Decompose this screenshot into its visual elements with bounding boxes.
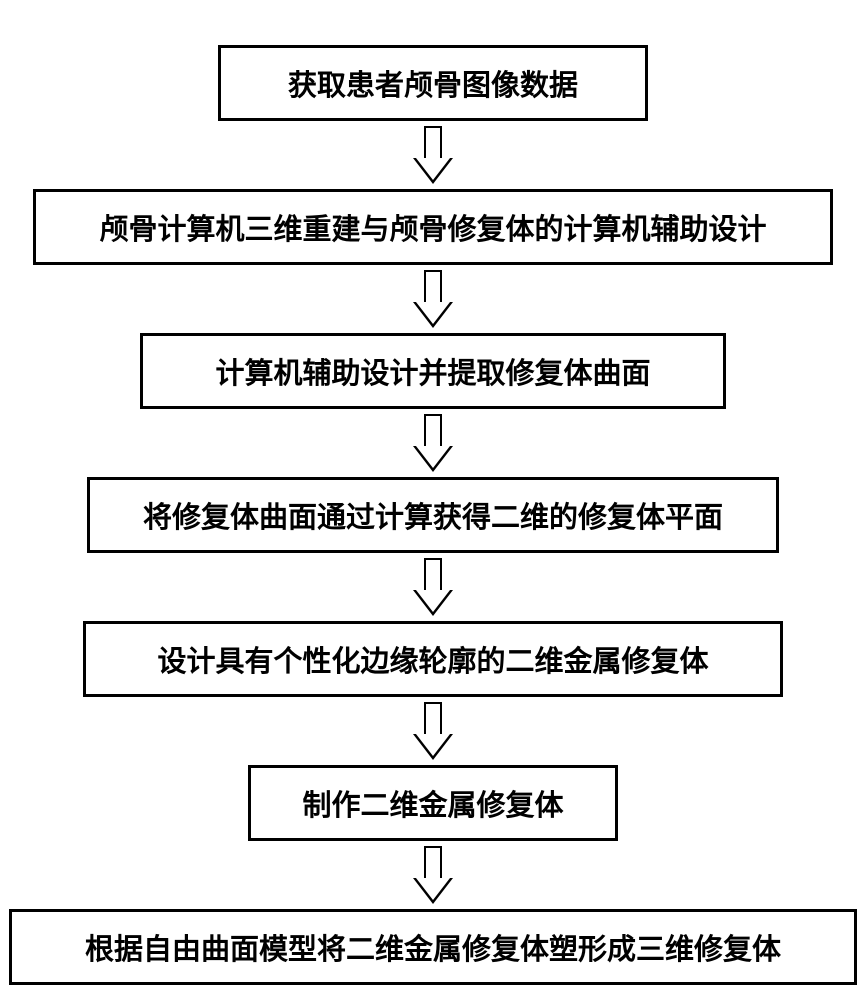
flow-step-7-label: 根据自由曲面模型将二维金属修复体塑形成三维修复体 (85, 926, 781, 968)
flow-arrow-2 (413, 265, 453, 333)
flow-arrow-6 (413, 841, 453, 909)
flow-step-6-label: 制作二维金属修复体 (302, 782, 563, 824)
flow-step-1-label: 获取患者颅骨图像数据 (288, 62, 578, 104)
flow-step-3-label: 计算机辅助设计并提取修复体曲面 (215, 350, 650, 392)
flow-arrow-5 (413, 697, 453, 765)
flow-arrow-4 (413, 553, 453, 621)
flow-step-2: 颅骨计算机三维重建与颅骨修复体的计算机辅助设计 (33, 189, 833, 265)
flow-step-5: 设计具有个性化边缘轮廓的二维金属修复体 (83, 621, 783, 697)
flow-step-5-label: 设计具有个性化边缘轮廓的二维金属修复体 (157, 638, 708, 680)
flow-step-4-label: 将修复体曲面通过计算获得二维的修复体平面 (143, 494, 723, 536)
flow-step-4: 将修复体曲面通过计算获得二维的修复体平面 (87, 477, 779, 553)
flow-step-3: 计算机辅助设计并提取修复体曲面 (140, 333, 726, 409)
flow-step-6: 制作二维金属修复体 (248, 765, 618, 841)
flow-step-2-label: 颅骨计算机三维重建与颅骨修复体的计算机辅助设计 (99, 206, 766, 248)
flow-step-1: 获取患者颅骨图像数据 (218, 45, 648, 121)
flow-step-7: 根据自由曲面模型将二维金属修复体塑形成三维修复体 (9, 909, 857, 985)
flow-arrow-1 (413, 121, 453, 189)
flow-arrow-3 (413, 409, 453, 477)
